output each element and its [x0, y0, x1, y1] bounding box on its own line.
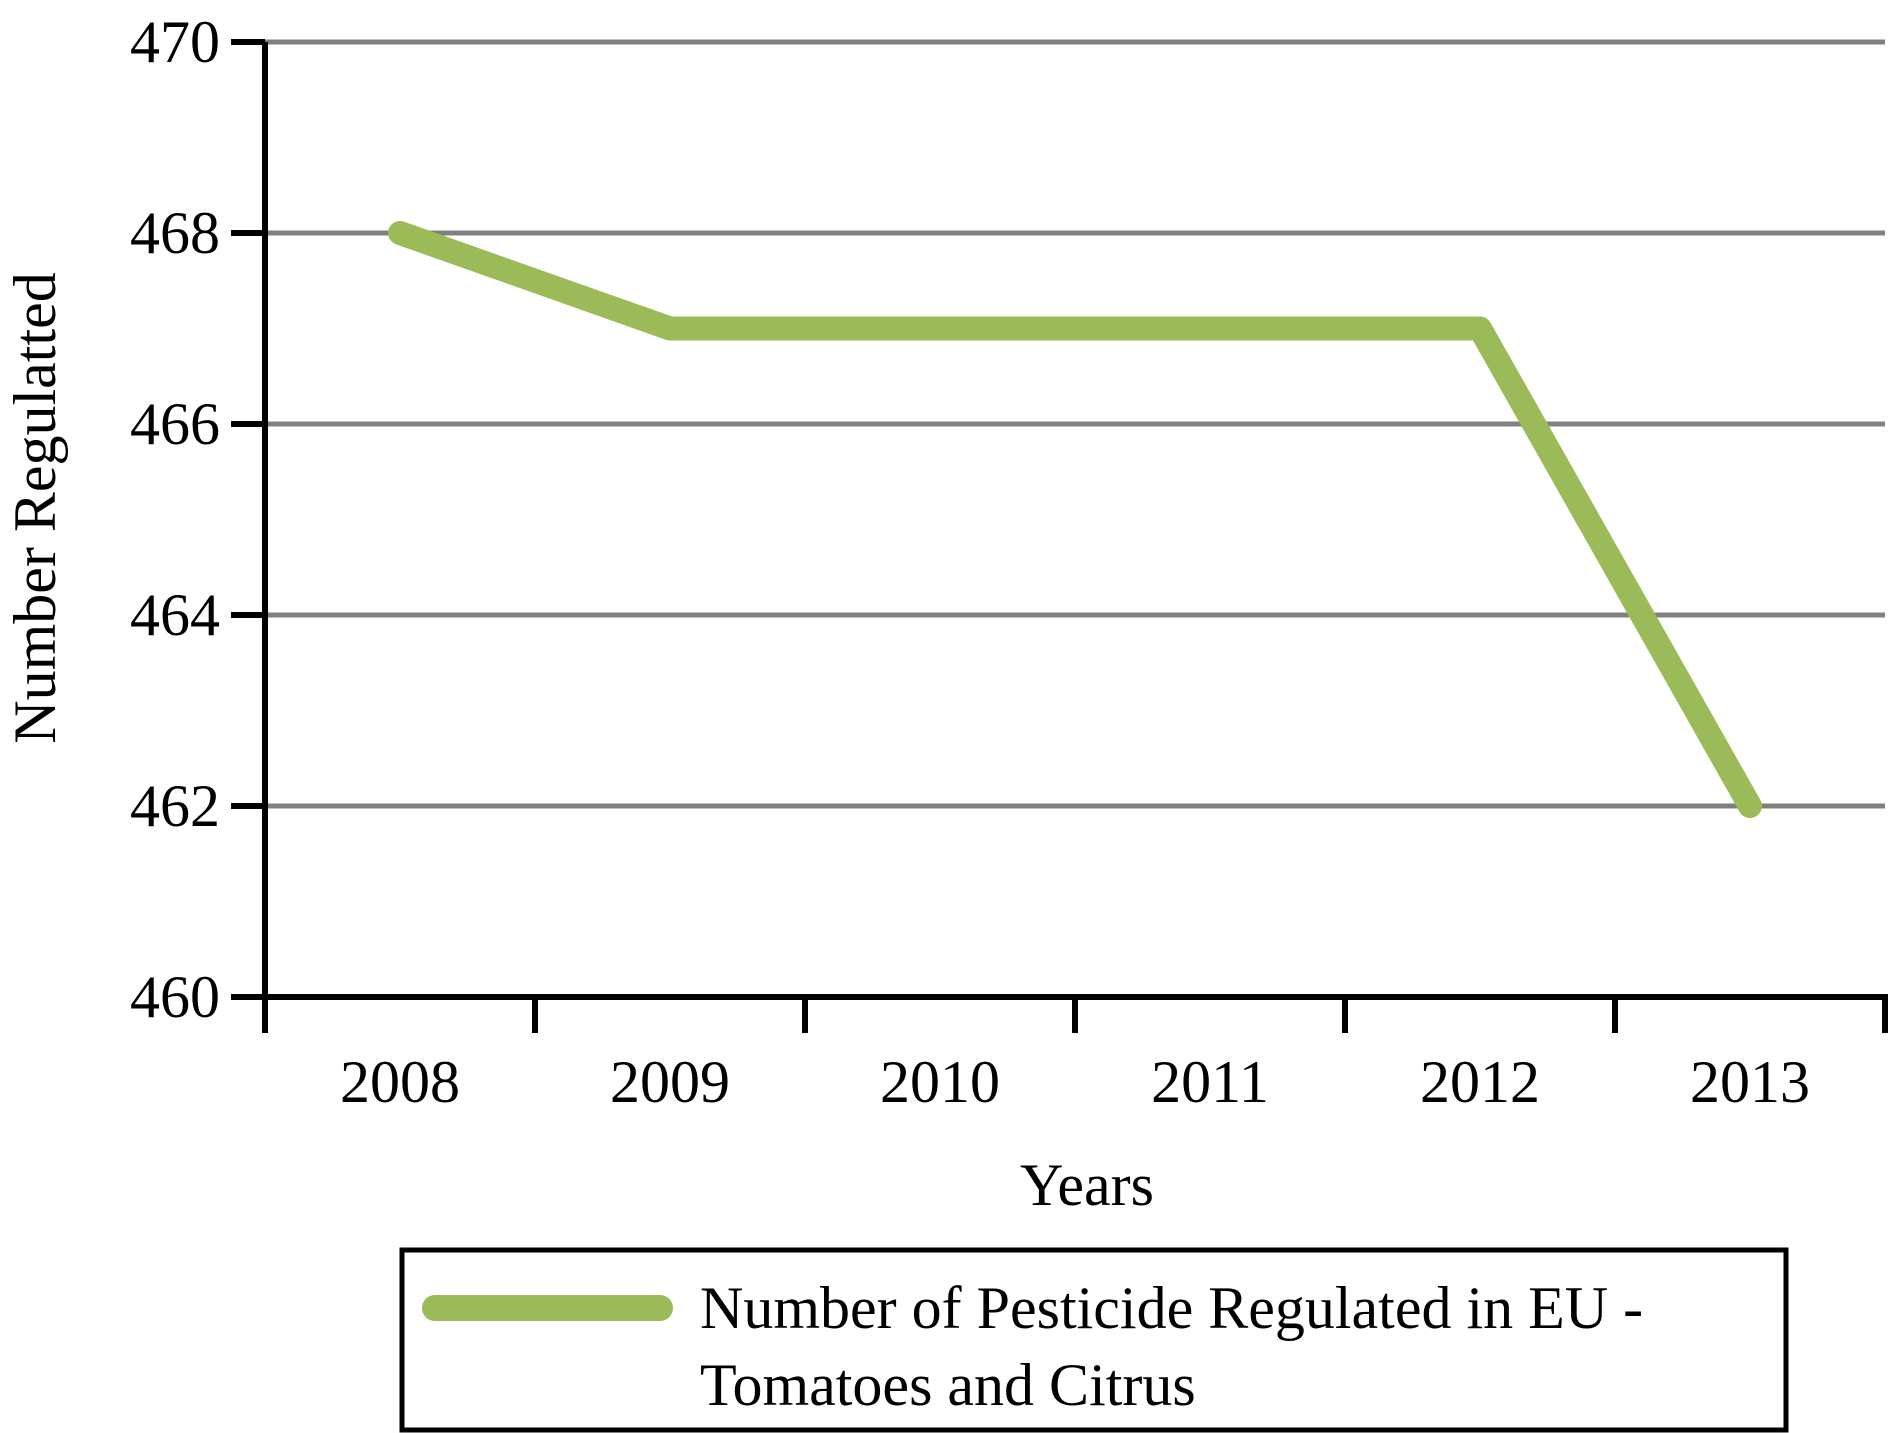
- legend-box: [399, 1247, 1789, 1433]
- y-tick-label: 466: [130, 391, 220, 457]
- x-tick-label: 2009: [610, 1049, 730, 1115]
- y-tick-label: 464: [130, 582, 220, 648]
- x-axis-ticks: 2008 2009 2010 2011 2012 2013: [262, 997, 1888, 1115]
- x-tick-label: 2011: [1151, 1049, 1269, 1115]
- legend: Number of Pesticide Regulated in EU - To…: [399, 1247, 1789, 1433]
- y-tick-label: 460: [130, 964, 220, 1030]
- x-tick-label: 2012: [1420, 1049, 1540, 1115]
- x-tick-label: 2010: [880, 1049, 1000, 1115]
- y-tick-label: 462: [130, 773, 220, 839]
- x-tick-label: 2008: [340, 1049, 460, 1115]
- x-tick-label: 2013: [1690, 1049, 1810, 1115]
- axes: [262, 42, 1888, 1000]
- legend-label-line-2: Tomatoes and Citrus: [700, 1352, 1196, 1418]
- gridlines: [265, 39, 1885, 809]
- series-lines: [388, 221, 1762, 818]
- y-tick-label: 468: [130, 200, 220, 266]
- y-axis-ticks: 460 462 464 466 468 470: [130, 9, 265, 1030]
- x-axis-title: Years: [1020, 1152, 1154, 1218]
- y-axis-title: Number Regulatted: [2, 272, 68, 744]
- series-line-0: [388, 221, 1762, 818]
- y-tick-label: 470: [130, 9, 220, 75]
- legend-label-line-1: Number of Pesticide Regulated in EU -: [700, 1275, 1643, 1341]
